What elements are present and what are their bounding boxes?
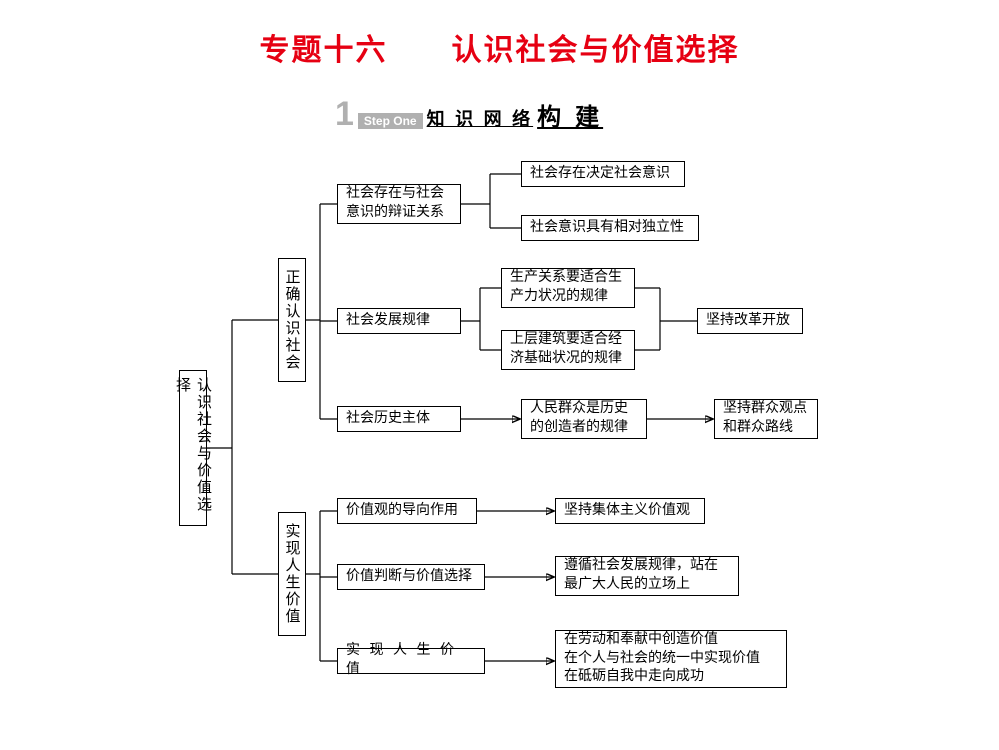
page-title: 专题十六 认识社会与价值选择	[0, 25, 999, 69]
node-l112: 社会意识具有相对独立性	[521, 215, 699, 241]
node-branch1: 正确认识社会	[278, 258, 306, 382]
step-text2: 构 建	[537, 97, 603, 132]
step-header: 1 Step One 知 识 网 络 构 建	[335, 95, 603, 134]
step-badge: Step One	[358, 113, 423, 129]
node-n22: 价值判断与价值选择	[337, 564, 485, 590]
step-text1: 知 识 网 络	[427, 105, 534, 131]
node-n21: 价值观的导向作用	[337, 498, 477, 524]
node-n11: 社会存在与社会 意识的辩证关系	[337, 184, 461, 224]
node-l132: 坚持群众观点 和群众路线	[714, 399, 818, 439]
node-l111: 社会存在决定社会意识	[521, 161, 685, 187]
node-l231: 在劳动和奉献中创造价值 在个人与社会的统一中实现价值 在砥砺自我中走向成功	[555, 630, 787, 688]
node-n13: 社会历史主体	[337, 406, 461, 432]
node-l221: 遵循社会发展规律，站在 最广大人民的立场上	[555, 556, 739, 596]
node-l122: 上层建筑要适合经 济基础状况的规律	[501, 330, 635, 370]
node-root: 认识社会与价值选择	[179, 370, 207, 526]
node-l131: 人民群众是历史 的创造者的规律	[521, 399, 647, 439]
step-number: 1	[335, 95, 354, 134]
node-branch2: 实现人生价值	[278, 512, 306, 636]
node-l211: 坚持集体主义价值观	[555, 498, 705, 524]
node-l121: 生产关系要适合生 产力状况的规律	[501, 268, 635, 308]
node-n12: 社会发展规律	[337, 308, 461, 334]
node-l12r: 坚持改革开放	[697, 308, 803, 334]
node-n23: 实 现 人 生 价 值	[337, 648, 485, 674]
